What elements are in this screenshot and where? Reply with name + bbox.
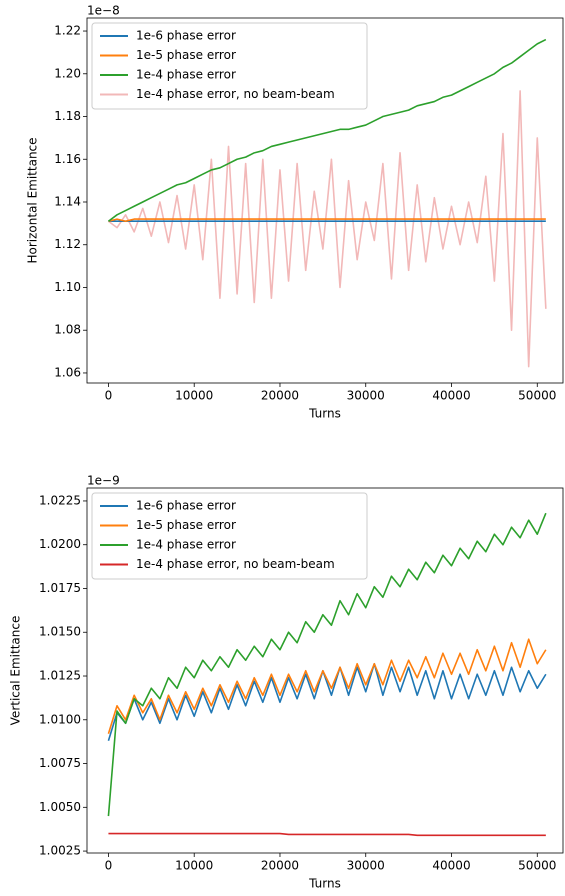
y-tick-label: 1.10 <box>54 280 81 294</box>
y-axis-label: Horizontal Emittance <box>26 137 40 263</box>
y-tick-label: 1.12 <box>54 237 81 251</box>
data-line <box>107 90 547 368</box>
y-axis-label: Vertical Emittance <box>9 616 23 726</box>
x-tick-label: 10000 <box>175 859 213 873</box>
y-tick-label: 1.0150 <box>39 625 81 639</box>
y-tick-label: 1.16 <box>54 152 81 166</box>
x-tick-label: 20000 <box>261 389 299 403</box>
y-tick-label: 1.22 <box>54 24 81 38</box>
data-line <box>107 38 547 222</box>
offset-text: 1e−9 <box>87 474 120 488</box>
y-tick-label: 1.0225 <box>39 493 81 507</box>
y-tick-label: 1.0125 <box>39 669 81 683</box>
axes-frame <box>86 17 564 384</box>
legend-label: 1e-6 phase error <box>136 499 236 513</box>
legend-box <box>91 492 368 580</box>
x-tick-label: 50000 <box>518 389 556 403</box>
legend-box <box>91 22 368 110</box>
legend-label: 1e-6 phase error <box>136 29 236 43</box>
x-tick-label: 0 <box>105 389 113 403</box>
legend-label: 1e-4 phase error, no beam-beam <box>136 557 335 571</box>
y-tick-label: 1.20 <box>54 66 81 80</box>
x-tick-label: 20000 <box>261 859 299 873</box>
data-line <box>107 512 547 817</box>
legend-label: 1e-4 phase error <box>136 68 236 82</box>
x-tick-label: 40000 <box>432 389 470 403</box>
y-tick-label: 1.0175 <box>39 581 81 595</box>
y-tick-label: 1.0050 <box>39 800 81 814</box>
data-line <box>107 662 547 742</box>
y-tick-label: 1.0025 <box>39 844 81 858</box>
y-tick-label: 1.0100 <box>39 712 81 726</box>
y-tick-label: 1.08 <box>54 323 81 337</box>
x-tick-label: 30000 <box>347 859 385 873</box>
data-line <box>108 832 546 837</box>
legend-label: 1e-4 phase error <box>136 538 236 552</box>
x-axis-label: Turns <box>308 407 341 421</box>
y-tick-label: 1.14 <box>54 194 81 208</box>
data-line <box>107 638 547 735</box>
data-line <box>108 218 546 223</box>
y-tick-label: 1.0200 <box>39 537 81 551</box>
x-tick-label: 0 <box>105 859 113 873</box>
legend-label: 1e-5 phase error <box>136 48 236 62</box>
x-tick-label: 50000 <box>518 859 556 873</box>
y-tick-label: 1.06 <box>54 365 81 379</box>
legend-label: 1e-5 phase error <box>136 518 236 532</box>
y-tick-label: 1.0075 <box>39 756 81 770</box>
x-tick-label: 40000 <box>432 859 470 873</box>
x-tick-label: 30000 <box>347 389 385 403</box>
offset-text: 1e−8 <box>87 4 120 18</box>
y-tick-label: 1.18 <box>54 109 81 123</box>
axes-frame <box>86 487 564 854</box>
x-tick-label: 10000 <box>175 389 213 403</box>
x-axis-label: Turns <box>308 877 341 891</box>
legend-label: 1e-4 phase error, no beam-beam <box>136 87 335 101</box>
